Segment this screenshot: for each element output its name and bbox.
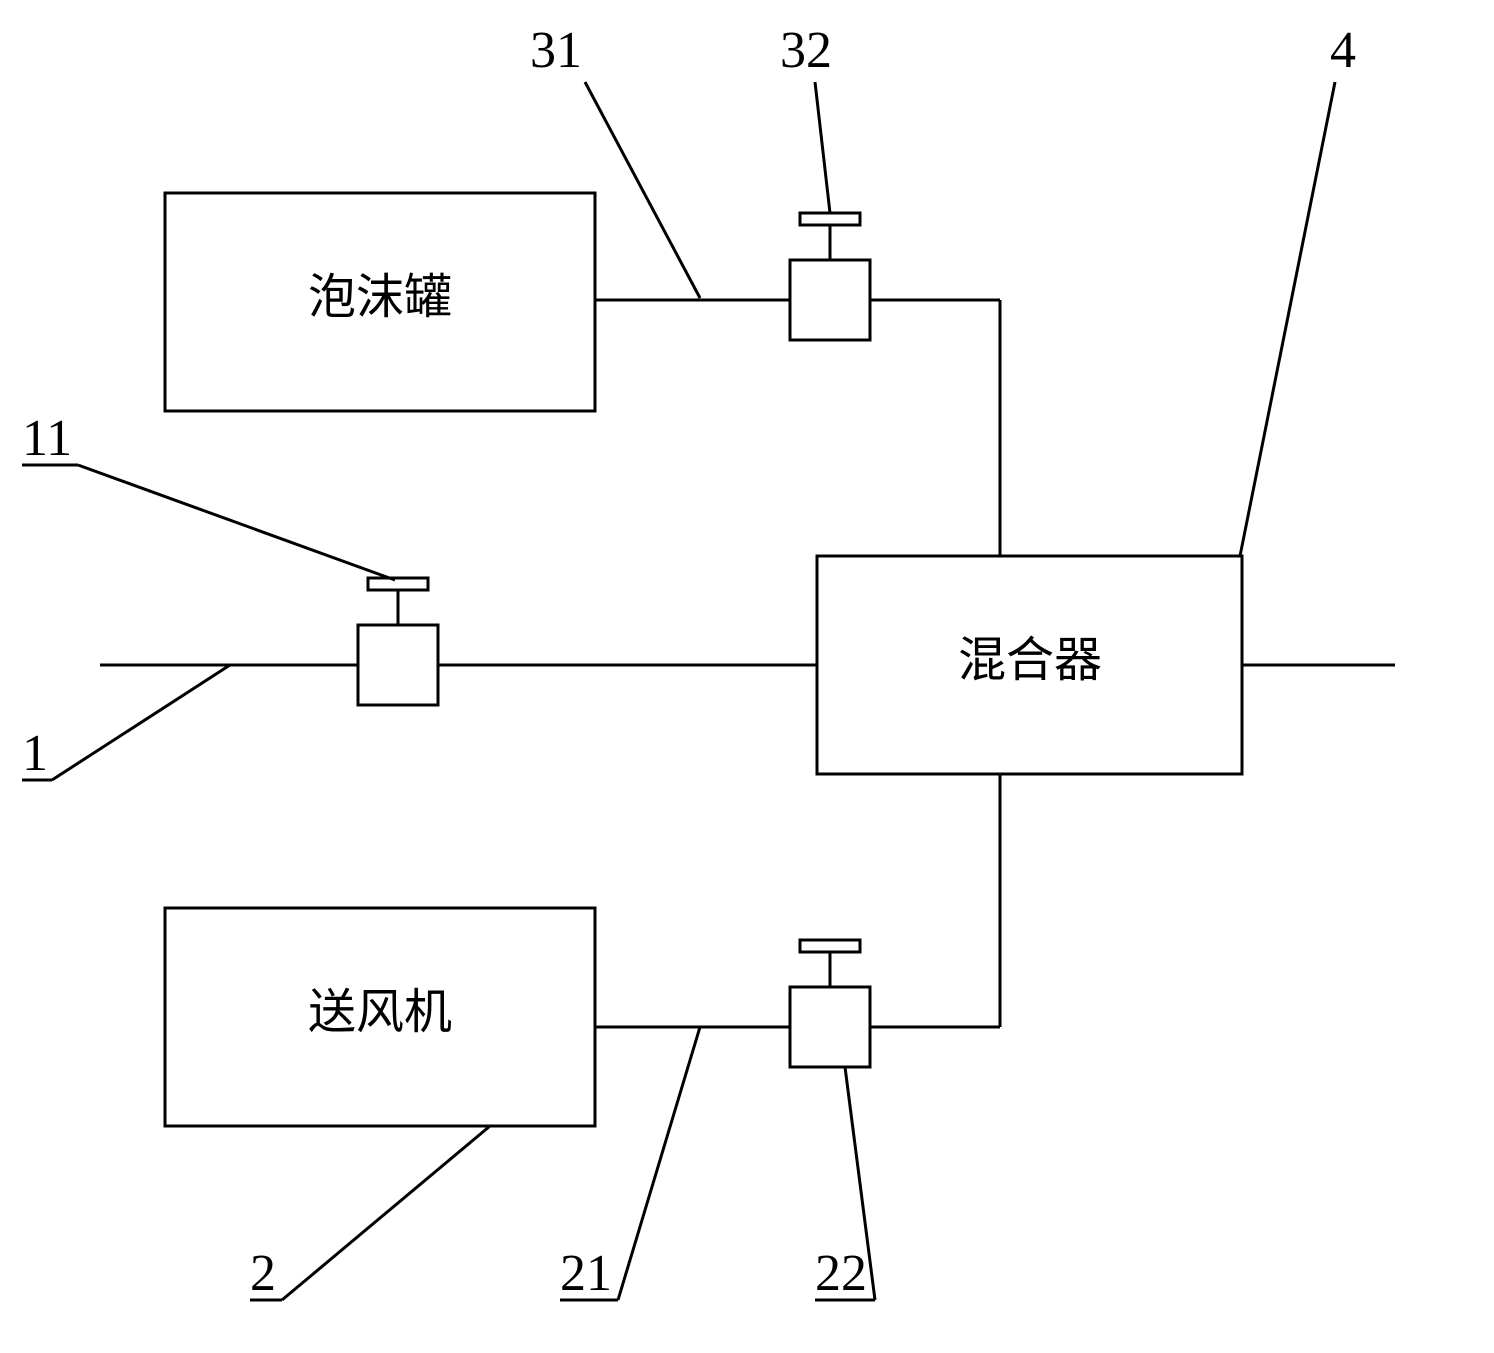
ref-11: 11 xyxy=(22,410,72,467)
blower-label: 送风机 xyxy=(308,986,452,1039)
ref-32: 32 xyxy=(780,22,832,79)
ref-1: 1 xyxy=(22,725,48,782)
ref-22: 22 xyxy=(815,1245,867,1302)
schematic-diagram: 泡沫罐 送风机 混合器 31 32 xyxy=(0,0,1494,1353)
leader-4 xyxy=(1240,82,1335,556)
leader-32 xyxy=(815,82,830,213)
leader-1 xyxy=(52,665,230,780)
mixer-label: 混合器 xyxy=(958,634,1102,687)
leader-21 xyxy=(618,1027,700,1300)
valve-32 xyxy=(790,213,870,340)
ref-31: 31 xyxy=(530,22,582,79)
leader-2 xyxy=(282,1126,490,1300)
valve-22 xyxy=(790,940,870,1067)
leader-11 xyxy=(78,465,395,580)
ref-21: 21 xyxy=(560,1245,612,1302)
ref-4: 4 xyxy=(1330,22,1356,79)
valve-11 xyxy=(358,578,438,705)
foam-tank-label: 泡沫罐 xyxy=(308,271,452,324)
ref-2: 2 xyxy=(250,1245,276,1302)
leader-31 xyxy=(585,82,700,298)
diagram-svg: 泡沫罐 送风机 混合器 31 32 xyxy=(0,0,1494,1353)
